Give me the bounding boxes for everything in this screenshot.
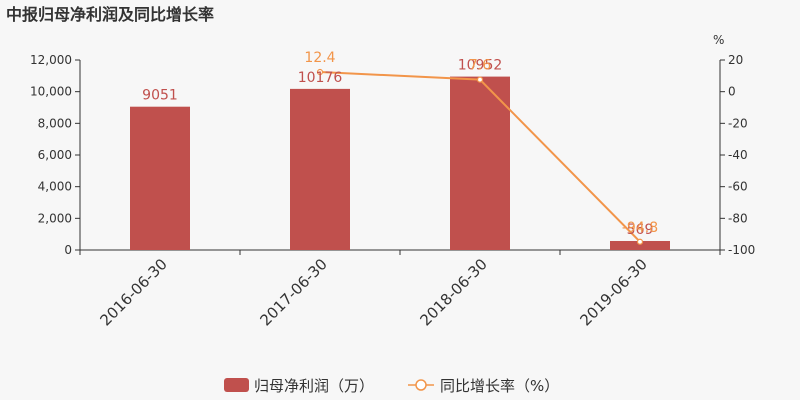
legend-bar-swatch <box>224 378 249 392</box>
bar[interactable] <box>290 88 350 250</box>
line-point[interactable] <box>316 68 324 76</box>
line-value-label: -94.8 <box>622 220 658 236</box>
line-value-label: 12.4 <box>304 50 335 66</box>
left-tick-label: 6,000 <box>38 148 72 162</box>
legend-line-label[interactable]: 同比增长率（%） <box>440 377 559 395</box>
x-tick-label: 2019-06-30 <box>576 255 650 329</box>
bar-series <box>130 76 670 251</box>
left-tick-label: 0 <box>64 243 72 257</box>
bar[interactable] <box>450 76 510 251</box>
line-series <box>316 68 644 245</box>
right-tick-label: 20 <box>728 53 743 67</box>
x-tick-label: 2016-06-30 <box>96 255 170 329</box>
legend[interactable]: 归母净利润（万） 同比增长率（%） <box>224 377 559 395</box>
right-tick-label: -100 <box>728 243 755 257</box>
bar-value-label: 10176 <box>298 70 343 86</box>
bar-value-label: 9051 <box>142 88 178 104</box>
right-tick-label: -60 <box>728 180 748 194</box>
data-labels: 9051 10176 10952 569 12.4 7.6 -94.8 <box>142 50 658 238</box>
legend-line-marker <box>415 379 427 391</box>
left-tick-label: 12,000 <box>30 53 72 67</box>
x-tick-label: 2017-06-30 <box>256 255 330 329</box>
right-tick-label: 0 <box>728 85 736 99</box>
left-tick-label: 2,000 <box>38 211 72 225</box>
right-tick-label: -40 <box>728 148 748 162</box>
left-tick-label: 4,000 <box>38 180 72 194</box>
bar-value-label: 569 <box>627 222 654 238</box>
right-axis-unit: % <box>713 33 724 47</box>
right-tick-label: -20 <box>728 116 748 130</box>
left-tick-label: 10,000 <box>30 85 72 99</box>
line-point[interactable] <box>476 76 484 83</box>
chart-title: 中报归母净利润及同比增长率 <box>6 5 214 24</box>
line-point[interactable] <box>636 238 644 245</box>
left-tick-label: 8,000 <box>38 116 72 130</box>
x-tick-label: 2018-06-30 <box>416 255 490 329</box>
bar-value-label: 10952 <box>458 58 503 74</box>
line-value-label: 7.6 <box>469 58 491 74</box>
bar[interactable] <box>610 240 670 250</box>
legend-bar-label[interactable]: 归母净利润（万） <box>254 377 374 395</box>
bar[interactable] <box>130 106 190 250</box>
right-tick-label: -80 <box>728 211 748 225</box>
